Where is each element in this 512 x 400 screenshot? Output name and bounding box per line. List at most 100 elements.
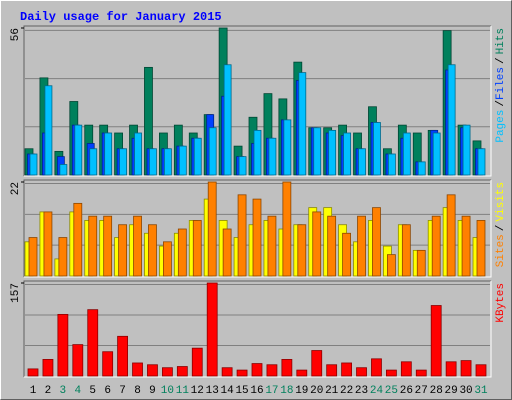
bar [221, 367, 233, 377]
bar [358, 148, 366, 176]
x-tick-label: 6 [104, 385, 111, 397]
bar [298, 72, 307, 176]
bar [402, 132, 411, 176]
chart-title: Daily usage for January 2015 [20, 10, 222, 24]
x-tick-label: 26 [400, 385, 413, 397]
bar [385, 369, 397, 377]
bar [191, 347, 203, 377]
bar [148, 224, 157, 277]
bar [134, 132, 142, 176]
bar [357, 215, 366, 277]
bar [461, 215, 471, 277]
bar [29, 153, 38, 176]
bar [193, 137, 202, 176]
legend-entry: Files [495, 67, 507, 100]
legend-separator: / [495, 225, 507, 232]
x-tick-label: 17 [265, 385, 278, 397]
bar [462, 124, 471, 176]
bar [281, 359, 293, 377]
bar [178, 145, 187, 176]
x-tick-label: 31 [474, 385, 488, 397]
x-tick-label: 21 [325, 385, 339, 397]
x-tick-label: 10 [161, 385, 174, 397]
bar [253, 129, 262, 176]
legend-entry: Visits [495, 182, 507, 222]
legend-entry: Hits [495, 28, 507, 54]
bar [42, 359, 54, 377]
bar [343, 132, 352, 176]
bar [72, 344, 84, 377]
x-tick-label: 8 [134, 385, 141, 397]
bar [267, 215, 277, 277]
bar [266, 364, 278, 377]
x-tick-label: 7 [119, 385, 126, 397]
x-tick-label: 24 [370, 385, 384, 397]
legend-entry: KBytes [495, 283, 507, 323]
panel-frame [23, 280, 491, 377]
legend-separator: / [495, 100, 507, 107]
bar [447, 64, 456, 176]
bar [222, 228, 232, 277]
bar [162, 241, 172, 277]
bar [312, 211, 322, 277]
bar [73, 202, 83, 277]
bar [147, 364, 158, 377]
x-tick-label: 28 [430, 385, 443, 397]
y-tick-label: 56 [10, 28, 22, 41]
bar [88, 215, 98, 277]
bar [371, 358, 382, 377]
bar [149, 148, 157, 176]
x-tick-label: 27 [415, 385, 428, 397]
x-tick-label: 9 [149, 385, 156, 397]
bar [44, 85, 53, 176]
bar [238, 156, 247, 176]
bar [206, 282, 218, 377]
x-tick-label: 14 [221, 385, 235, 397]
bar [296, 369, 308, 377]
bar [118, 224, 127, 277]
bar [446, 194, 456, 277]
bar [207, 181, 217, 277]
legend: KBytes [495, 283, 507, 323]
bar [161, 367, 173, 377]
bar [43, 211, 53, 277]
bar [417, 161, 426, 176]
bar [477, 148, 486, 176]
bar [401, 224, 411, 277]
bar [445, 361, 457, 377]
x-tick-label: 29 [445, 385, 458, 397]
bar [119, 148, 127, 176]
bar [387, 153, 396, 176]
panel-frame [24, 180, 492, 278]
x-tick-label: 20 [310, 385, 323, 397]
bar [431, 215, 441, 277]
x-tick-label: 16 [250, 385, 263, 397]
panel-frame [24, 281, 492, 378]
bar [27, 368, 39, 377]
x-tick-label: 15 [235, 385, 248, 397]
bar [328, 129, 337, 176]
bar [342, 232, 352, 277]
bar [327, 215, 337, 277]
bar [386, 254, 396, 277]
bar [460, 360, 472, 377]
bar [192, 220, 202, 277]
bar [430, 305, 442, 377]
bar [475, 364, 487, 377]
bar [236, 369, 248, 377]
bar [74, 124, 83, 176]
legend: Pages/Files/Hits [495, 28, 507, 143]
bar [163, 148, 172, 176]
bar [133, 215, 142, 277]
y-tick-label: 22 [10, 182, 22, 195]
x-tick-label: 18 [280, 385, 293, 397]
bar [283, 119, 292, 176]
bar [58, 237, 68, 277]
bar [432, 132, 441, 176]
x-tick-label: 23 [355, 385, 368, 397]
bar [313, 127, 322, 176]
x-tick-label: 13 [206, 385, 219, 397]
bar [297, 224, 307, 277]
